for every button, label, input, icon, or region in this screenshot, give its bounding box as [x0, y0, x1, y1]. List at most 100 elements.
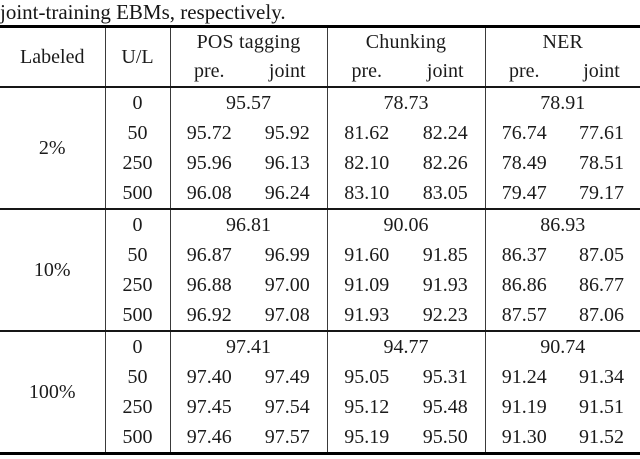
- joint-value: 96.13: [248, 148, 328, 178]
- table-block: 10% 0 96.81 90.06 86.93 50 96.87 96.99 91.60 91.8…: [0, 209, 640, 332]
- ul-value: 500: [105, 178, 171, 210]
- table-caption-text: joint-training EBMs, respectively.: [0, 0, 286, 24]
- pre-value: 95.05: [344, 365, 390, 388]
- joint-value: 87.06: [563, 300, 640, 332]
- pre-value: 96.87: [186, 243, 232, 266]
- merged-pretrain-value: 78.73: [327, 87, 486, 118]
- joint-value: 91.52: [563, 422, 640, 455]
- pre-value: 95.19: [327, 422, 407, 455]
- merged-pretrain-value: 97.41: [170, 331, 328, 362]
- header-ner-pre: pre.: [485, 57, 564, 88]
- pre-value: 96.88: [186, 273, 232, 296]
- pre-value: 91.60: [344, 243, 390, 266]
- joint-value: 92.23: [406, 300, 486, 332]
- table-row: 500 97.46 97.57 95.19 95.50 91.30 91.52: [0, 422, 640, 455]
- pre-value: 91.09: [344, 273, 390, 296]
- joint-value: 77.61: [579, 121, 625, 144]
- joint-value: 97.54: [248, 392, 328, 422]
- ul-value: 250: [105, 392, 171, 422]
- table-header: Labeled U/L POS tagging Chunking NER pre…: [0, 26, 640, 88]
- table-row: 250 95.96 96.13 82.10 82.26 78.49 78.51: [0, 148, 640, 178]
- pre-value: 96.92: [170, 300, 248, 332]
- ul-value: 50: [105, 362, 171, 392]
- table-row: 50 96.87 96.99 91.60 91.85 86.37 87.05: [0, 240, 640, 270]
- ul-value: 250: [105, 270, 171, 300]
- table-row: 250 97.45 97.54 95.12 95.48 91.19 91.51: [0, 392, 640, 422]
- joint-value: 91.34: [579, 365, 625, 388]
- row-group-label: 100%: [0, 331, 106, 455]
- joint-value: 82.24: [406, 118, 486, 148]
- merged-pretrain-value: 86.93: [540, 213, 586, 236]
- ul-value: 0: [105, 331, 171, 362]
- header-chunking-joint: joint: [406, 57, 486, 88]
- table-row: 50 95.72 95.92 81.62 82.24 76.74 77.61: [0, 118, 640, 148]
- table-row: 500 96.08 96.24 83.10 83.05 79.47 79.17: [0, 178, 640, 210]
- table-row: 250 96.88 97.00 91.09 91.93 86.86 86.77: [0, 270, 640, 300]
- merged-pretrain-value: 90.74: [540, 335, 586, 358]
- pre-value: 82.10: [344, 151, 390, 174]
- pre-value: 97.45: [186, 395, 232, 418]
- pre-value: 91.24: [501, 365, 547, 388]
- pre-value: 83.10: [327, 178, 407, 210]
- table-row: 100% 0 97.41 94.77 90.74: [0, 331, 640, 455]
- pre-value: 97.40: [186, 365, 232, 388]
- merged-pretrain-value: 95.57: [170, 87, 328, 118]
- merged-pretrain-value: 94.77: [327, 331, 486, 362]
- pre-value: 95.96: [186, 151, 232, 174]
- header-row-groups: Labeled U/L POS tagging Chunking NER: [0, 26, 640, 88]
- merged-pretrain-value: 78.91: [540, 91, 586, 114]
- ul-value: 50: [105, 118, 171, 148]
- ul-value: 50: [105, 240, 171, 270]
- pre-value: 91.30: [485, 422, 564, 455]
- header-pos-joint: joint: [248, 57, 328, 88]
- joint-value: 95.31: [406, 362, 486, 392]
- joint-value: 97.08: [248, 300, 328, 332]
- ul-value: 500: [105, 422, 171, 455]
- pre-value: 97.46: [170, 422, 248, 455]
- header-chunking-pre: pre.: [327, 57, 407, 88]
- header-group-ner: NER: [542, 31, 584, 53]
- pre-value: 76.74: [501, 121, 547, 144]
- ul-value: 0: [105, 209, 171, 240]
- header-group-chunking: Chunking: [327, 26, 486, 57]
- pre-value: 79.47: [485, 178, 564, 210]
- joint-value: 96.24: [248, 178, 328, 210]
- pre-value: 78.49: [501, 151, 547, 174]
- header-labeled: Labeled: [0, 26, 106, 88]
- header-row-subcolumns: pre. joint pre. joint pre. joint: [0, 57, 640, 88]
- pre-value: 96.08: [170, 178, 248, 210]
- table-block: 2% 0 95.57 78.73 78.91 50 95.72 95.92 81.62 82.24…: [0, 87, 640, 210]
- pre-value: 86.37: [501, 243, 547, 266]
- table-row: 10% 0 96.81 90.06 86.93: [0, 209, 640, 332]
- joint-value: 95.92: [248, 118, 328, 148]
- header-group-pos-tagging: POS tagging: [170, 26, 328, 57]
- merged-pretrain-value: 96.81: [170, 209, 328, 240]
- joint-value: 82.26: [406, 148, 486, 178]
- joint-value: 91.85: [406, 240, 486, 270]
- joint-value: 91.93: [406, 270, 486, 300]
- ul-value: 0: [105, 87, 171, 118]
- joint-value: 86.77: [579, 273, 625, 296]
- pre-value: 81.62: [344, 121, 390, 144]
- joint-value: 97.00: [248, 270, 328, 300]
- joint-value: 97.57: [248, 422, 328, 455]
- pre-value: 86.86: [501, 273, 547, 296]
- joint-value: 79.17: [563, 178, 640, 210]
- table-row: 2% 0 95.57 78.73 78.91: [0, 87, 640, 210]
- joint-value: 87.05: [579, 243, 625, 266]
- table-row: 50 97.40 97.49 95.05 95.31 91.24 91.34: [0, 362, 640, 392]
- joint-value: 96.99: [248, 240, 328, 270]
- header-pos-pre: pre.: [170, 57, 248, 88]
- pre-value: 95.72: [186, 121, 232, 144]
- pre-value: 91.93: [327, 300, 407, 332]
- joint-value: 78.51: [579, 151, 625, 174]
- header-ner-joint: joint: [563, 57, 640, 88]
- ul-value: 500: [105, 300, 171, 332]
- joint-value: 83.05: [406, 178, 486, 210]
- row-group-label: 2%: [0, 87, 106, 210]
- table-row: 500 96.92 97.08 91.93 92.23 87.57 87.06: [0, 300, 640, 332]
- joint-value: 95.48: [406, 392, 486, 422]
- header-ul: U/L: [105, 26, 171, 88]
- results-table: Labeled U/L POS tagging Chunking NER pre…: [0, 25, 640, 455]
